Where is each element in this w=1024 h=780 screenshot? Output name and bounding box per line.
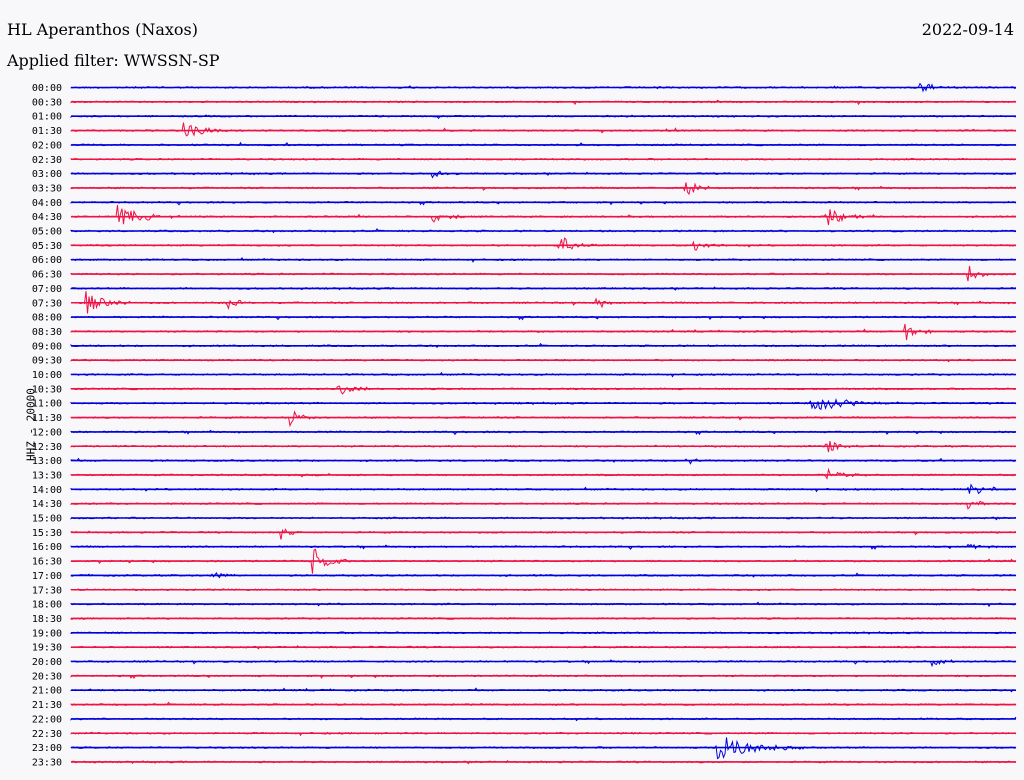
date-label: 2022-09-14 — [921, 20, 1014, 39]
time-label: 17:30 — [32, 585, 62, 596]
time-label: 05:30 — [32, 241, 62, 252]
time-label: 08:30 — [32, 327, 62, 338]
time-label: 16:00 — [32, 542, 62, 553]
time-label: 04:00 — [32, 198, 62, 209]
time-label: 21:30 — [32, 700, 62, 711]
time-label: 11:30 — [32, 413, 62, 424]
time-label: 18:30 — [32, 614, 62, 625]
time-label: 01:00 — [32, 112, 62, 123]
time-label: 04:30 — [32, 212, 62, 223]
time-label: 01:30 — [32, 126, 62, 137]
time-label: 19:30 — [32, 643, 62, 654]
time-label: 05:00 — [32, 227, 62, 238]
time-label: 16:30 — [32, 557, 62, 568]
time-label: 23:30 — [32, 757, 62, 768]
time-label: 06:00 — [32, 255, 62, 266]
time-label: 20:30 — [32, 671, 62, 682]
time-label: 09:00 — [32, 341, 62, 352]
time-label: 02:00 — [32, 140, 62, 151]
time-label: 08:00 — [32, 313, 62, 324]
time-label: 22:00 — [32, 714, 62, 725]
y-axis-label: HHZ - 20000 — [24, 388, 38, 461]
time-label: 00:30 — [32, 97, 62, 108]
time-label: 23:00 — [32, 743, 62, 754]
trace-line — [70, 410, 1017, 428]
trace-line — [70, 467, 1017, 480]
trace-line — [70, 204, 1017, 226]
time-label: 07:00 — [32, 284, 62, 295]
time-label: 02:30 — [32, 155, 62, 166]
time-label: 12:00 — [32, 427, 62, 438]
time-label: 13:30 — [32, 470, 62, 481]
time-label: 19:00 — [32, 628, 62, 639]
station-title: HL Aperanthos (Naxos) — [7, 20, 198, 39]
trace-line — [70, 397, 1017, 411]
time-label: 06:30 — [32, 270, 62, 281]
trace-line — [70, 237, 1017, 251]
time-label: 15:00 — [32, 514, 62, 525]
time-label: 12:30 — [32, 442, 62, 453]
time-label: 20:00 — [32, 657, 62, 668]
time-label: 14:00 — [32, 485, 62, 496]
time-label: 22:30 — [32, 729, 62, 740]
trace-rows: 00:00 00:30 01:00 01:30 02:00 02:30 03:00 03:30… — [32, 82, 1017, 768]
time-label: 10:00 — [32, 370, 62, 381]
time-label: 09:30 — [32, 356, 62, 367]
time-label: 13:00 — [32, 456, 62, 467]
time-label: 11:00 — [32, 399, 62, 410]
time-label: 15:30 — [32, 528, 62, 539]
time-label: 03:00 — [32, 169, 62, 180]
time-label: 18:00 — [32, 600, 62, 611]
trace-line — [70, 385, 1017, 395]
time-label: 14:30 — [32, 499, 62, 510]
time-label: 17:00 — [32, 571, 62, 582]
trace-line — [70, 528, 1017, 540]
time-label: 03:30 — [32, 183, 62, 194]
time-label: 07:30 — [32, 298, 62, 309]
time-label: 00:00 — [32, 83, 62, 94]
trace-line — [70, 122, 1017, 137]
trace-line — [70, 500, 1017, 510]
time-label: 21:00 — [32, 686, 62, 697]
filter-label: Applied filter: WWSSN-SP — [7, 51, 220, 70]
time-label: 10:30 — [32, 384, 62, 395]
